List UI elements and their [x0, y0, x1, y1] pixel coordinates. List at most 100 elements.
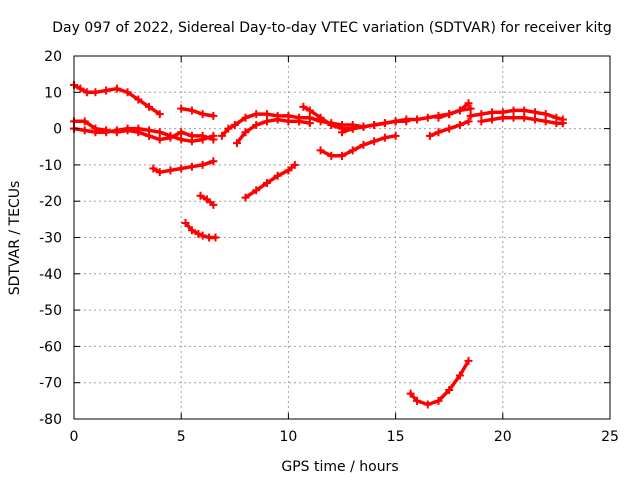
- data-point: [123, 124, 132, 133]
- data-point: [194, 229, 203, 238]
- data-point: [145, 126, 154, 135]
- data-point: [262, 110, 271, 119]
- data-point: [177, 164, 186, 173]
- data-point: [370, 120, 379, 129]
- data-point: [520, 113, 529, 122]
- data-point: [262, 117, 271, 126]
- y-tick-label: -40: [39, 267, 62, 283]
- data-point: [80, 117, 89, 126]
- data-point: [299, 102, 308, 111]
- data-point: [224, 124, 233, 133]
- data-point: [391, 117, 400, 126]
- data-point: [112, 126, 121, 135]
- data-point: [445, 124, 454, 133]
- data-point: [464, 117, 473, 126]
- series-trace: [151, 159, 216, 174]
- data-point: [434, 113, 443, 122]
- series-trace: [72, 83, 162, 116]
- series-arc-16: [466, 106, 567, 124]
- data-point: [558, 119, 567, 128]
- data-point: [423, 113, 432, 122]
- data-point: [520, 106, 529, 115]
- data-point: [252, 186, 261, 195]
- series-trace: [468, 108, 565, 122]
- data-point: [413, 115, 422, 124]
- data-point: [232, 139, 241, 148]
- data-point: [181, 218, 190, 227]
- data-point: [241, 113, 250, 122]
- data-point: [359, 122, 368, 131]
- series-trace: [179, 106, 216, 118]
- data-point: [241, 128, 250, 137]
- series-arc-9: [232, 115, 314, 148]
- data-point: [155, 135, 164, 144]
- x-axis-label: GPS time / hours: [281, 459, 398, 475]
- data-point: [198, 110, 207, 119]
- data-point: [211, 233, 220, 242]
- data-point: [284, 166, 293, 175]
- data-point: [196, 191, 205, 200]
- data-point: [202, 195, 211, 204]
- data-point: [187, 226, 196, 235]
- data-point: [434, 396, 443, 405]
- data-point: [82, 88, 91, 97]
- series-arc-13: [338, 117, 411, 137]
- data-point: [509, 106, 518, 115]
- data-point: [102, 128, 111, 137]
- data-point: [348, 124, 357, 133]
- data-point: [477, 110, 486, 119]
- series-arc-18: [406, 356, 473, 409]
- series-arc-14: [425, 117, 473, 140]
- data-point: [209, 200, 218, 209]
- data-point: [338, 151, 346, 160]
- data-point: [530, 115, 539, 124]
- data-point: [498, 113, 507, 122]
- data-point: [209, 157, 218, 166]
- y-axis-label: SDTVAR / TECUs: [7, 181, 23, 296]
- data-point: [198, 160, 207, 169]
- data-point: [262, 179, 271, 188]
- data-point: [541, 117, 550, 126]
- series-arc-17: [477, 113, 567, 128]
- data-point: [295, 117, 304, 126]
- data-point: [134, 124, 143, 133]
- x-tick-label: 0: [70, 429, 79, 445]
- series-arc-4: [177, 104, 218, 120]
- data-point: [406, 389, 415, 398]
- series-arc-15: [434, 99, 473, 122]
- series-arc-8: [217, 110, 368, 140]
- data-point: [488, 108, 497, 117]
- data-point: [284, 117, 293, 126]
- data-point: [123, 88, 132, 97]
- data-point: [391, 131, 400, 140]
- data-point: [198, 135, 207, 144]
- data-point: [445, 385, 454, 394]
- data-point: [241, 193, 250, 202]
- x-tick-label: 20: [494, 429, 512, 445]
- data-point: [464, 99, 473, 108]
- data-point: [252, 120, 261, 129]
- data-point: [380, 119, 389, 128]
- data-point: [134, 95, 143, 104]
- data-point: [370, 137, 379, 146]
- data-point: [466, 111, 475, 120]
- data-point: [359, 140, 368, 149]
- data-point: [80, 126, 89, 135]
- series-arc-5: [149, 157, 218, 177]
- data-point: [380, 133, 389, 142]
- data-point: [455, 120, 464, 129]
- data-point: [445, 110, 454, 119]
- data-point: [177, 128, 186, 137]
- data-series: [70, 81, 567, 409]
- data-point: [112, 84, 121, 93]
- data-point: [91, 128, 100, 137]
- data-point: [413, 396, 422, 405]
- data-point: [425, 131, 434, 140]
- data-point: [423, 400, 432, 409]
- data-point: [273, 171, 282, 180]
- y-tick-label: 0: [53, 122, 62, 138]
- data-point: [466, 104, 475, 113]
- chart-title: Day 097 of 2022, Sidereal Day-to-day VTE…: [52, 20, 612, 36]
- axis-ticks: 0 5 10 15 20 25 20 10 0 -10 -20 -30 -40 -50 -60 -70 -80: [39, 49, 619, 445]
